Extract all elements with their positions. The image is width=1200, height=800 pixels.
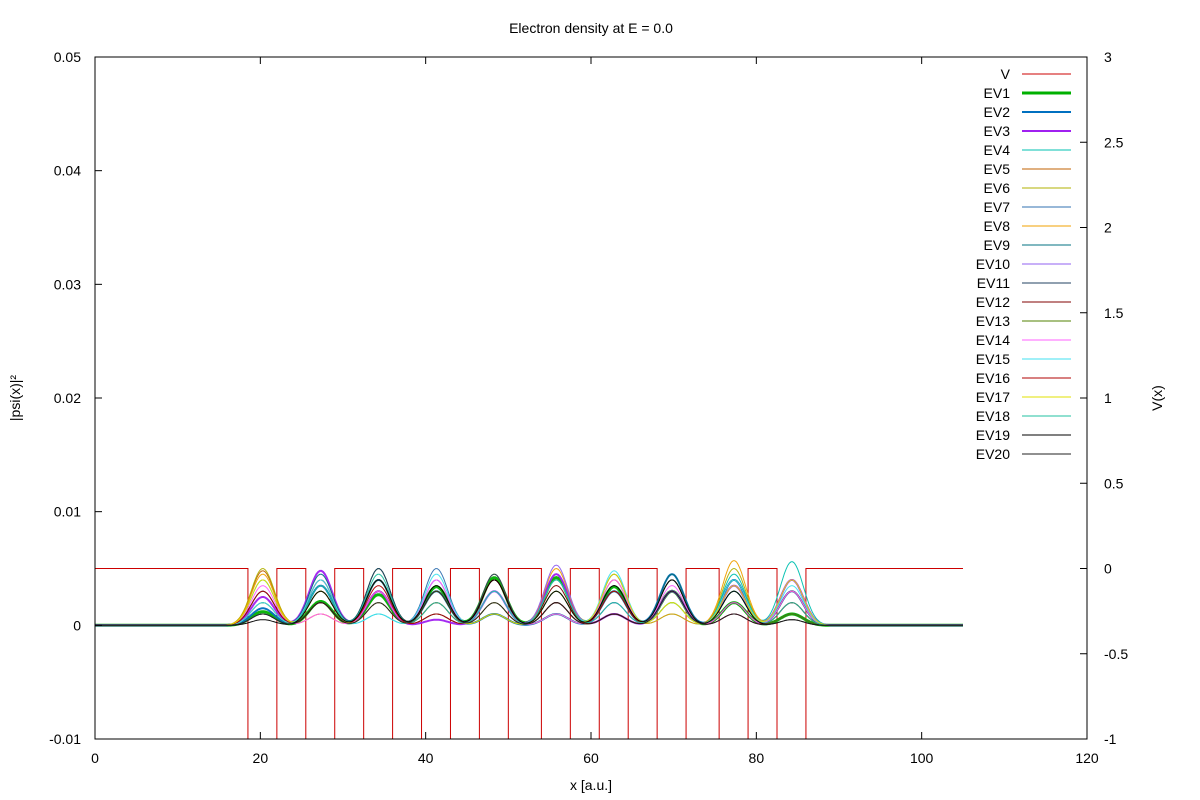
y-tick-label: 0.05	[54, 49, 81, 65]
x-tick-label: 0	[91, 750, 99, 766]
series-line-ev15	[95, 570, 963, 626]
series-line-ev6	[95, 568, 963, 626]
plot-area	[95, 560, 963, 740]
y-tick-label: 0	[73, 617, 81, 633]
legend-label-ev10: EV10	[976, 256, 1010, 272]
y2-tick-label: 0.5	[1104, 475, 1124, 491]
legend-label-ev8: EV8	[984, 218, 1011, 234]
legend-label-ev12: EV12	[976, 294, 1010, 310]
series-line-ev20	[95, 590, 963, 626]
series-line-ev17	[95, 573, 963, 626]
legend-label-ev4: EV4	[984, 142, 1011, 158]
legend: V EV1 EV2 EV3 EV4 EV5 EV6 EV7 EV8 EV9 EV10 EV11 EV12…	[976, 66, 1071, 462]
legend-label-v: V	[1001, 66, 1011, 82]
y-tick-label: 0.02	[54, 390, 81, 406]
y2-tick-label: 0	[1104, 561, 1112, 577]
series-line-ev2	[95, 573, 963, 627]
legend-label-ev1: EV1	[984, 85, 1011, 101]
y-tick-label: 0.01	[54, 504, 81, 520]
chart-title: Electron density at E = 0.0	[509, 20, 673, 36]
legend-label-ev20: EV20	[976, 446, 1010, 462]
legend-label-ev15: EV15	[976, 351, 1010, 367]
legend-label-ev14: EV14	[976, 332, 1010, 348]
series-line-ev18	[95, 573, 963, 626]
series-line-ev7	[95, 568, 963, 626]
series-line-ev16	[95, 579, 963, 626]
x-axis-label: x [a.u.]	[570, 777, 612, 793]
series-line-ev9	[95, 568, 963, 626]
y-tick-label: 0.03	[54, 276, 81, 292]
y2-tick-label: 3	[1104, 49, 1112, 65]
legend-label-ev17: EV17	[976, 389, 1010, 405]
x-tick-label: 20	[253, 750, 269, 766]
plot-frame	[94, 56, 1088, 740]
legend-label-ev9: EV9	[984, 237, 1011, 253]
y2-tick-label: 2.5	[1104, 134, 1124, 150]
y-tick-label: -0.01	[49, 731, 81, 747]
series-line-ev3	[95, 569, 963, 627]
y-axis-label: |psi(x)|²	[7, 375, 23, 421]
y-tick-label: 0.04	[54, 163, 81, 179]
series-line-ev1	[95, 576, 963, 627]
legend-label-ev11: EV11	[977, 275, 1010, 291]
legend-label-ev5: EV5	[984, 161, 1011, 177]
series-line-ev4	[95, 561, 963, 626]
series-line-ev19	[95, 579, 963, 626]
series-line-ev12	[95, 579, 963, 626]
legend-label-ev16: EV16	[976, 370, 1010, 386]
y2-tick-label: -0.5	[1104, 646, 1128, 662]
series-line-v	[95, 568, 963, 740]
y2-axis-label: V(x)	[1149, 385, 1165, 411]
x-tick-label: 60	[583, 750, 599, 766]
x-tick-label: 100	[910, 750, 934, 766]
y2-tick-label: 2	[1104, 220, 1112, 236]
series-line-ev8	[95, 560, 963, 626]
legend-label-ev3: EV3	[984, 123, 1011, 139]
axes: 0 20 40 60 80 100 120-0.0100.010.020.030.040.0…	[49, 49, 1128, 766]
legend-label-ev2: EV2	[984, 104, 1011, 120]
series-line-ev10	[95, 564, 963, 626]
y2-tick-label: -1	[1104, 731, 1117, 747]
x-tick-label: 40	[418, 750, 434, 766]
y2-tick-label: 1	[1104, 390, 1112, 406]
series-line-ev11	[95, 568, 963, 626]
legend-label-ev19: EV19	[976, 427, 1010, 443]
x-tick-label: 120	[1075, 750, 1099, 766]
legend-label-ev18: EV18	[976, 408, 1010, 424]
series-line-ev5	[95, 570, 963, 626]
series-line-ev14	[95, 579, 963, 626]
legend-label-ev7: EV7	[984, 199, 1011, 215]
x-tick-label: 80	[749, 750, 765, 766]
y2-tick-label: 1.5	[1104, 305, 1124, 321]
series-line-ev13	[95, 579, 963, 626]
legend-label-ev6: EV6	[984, 180, 1011, 196]
legend-label-ev13: EV13	[976, 313, 1010, 329]
